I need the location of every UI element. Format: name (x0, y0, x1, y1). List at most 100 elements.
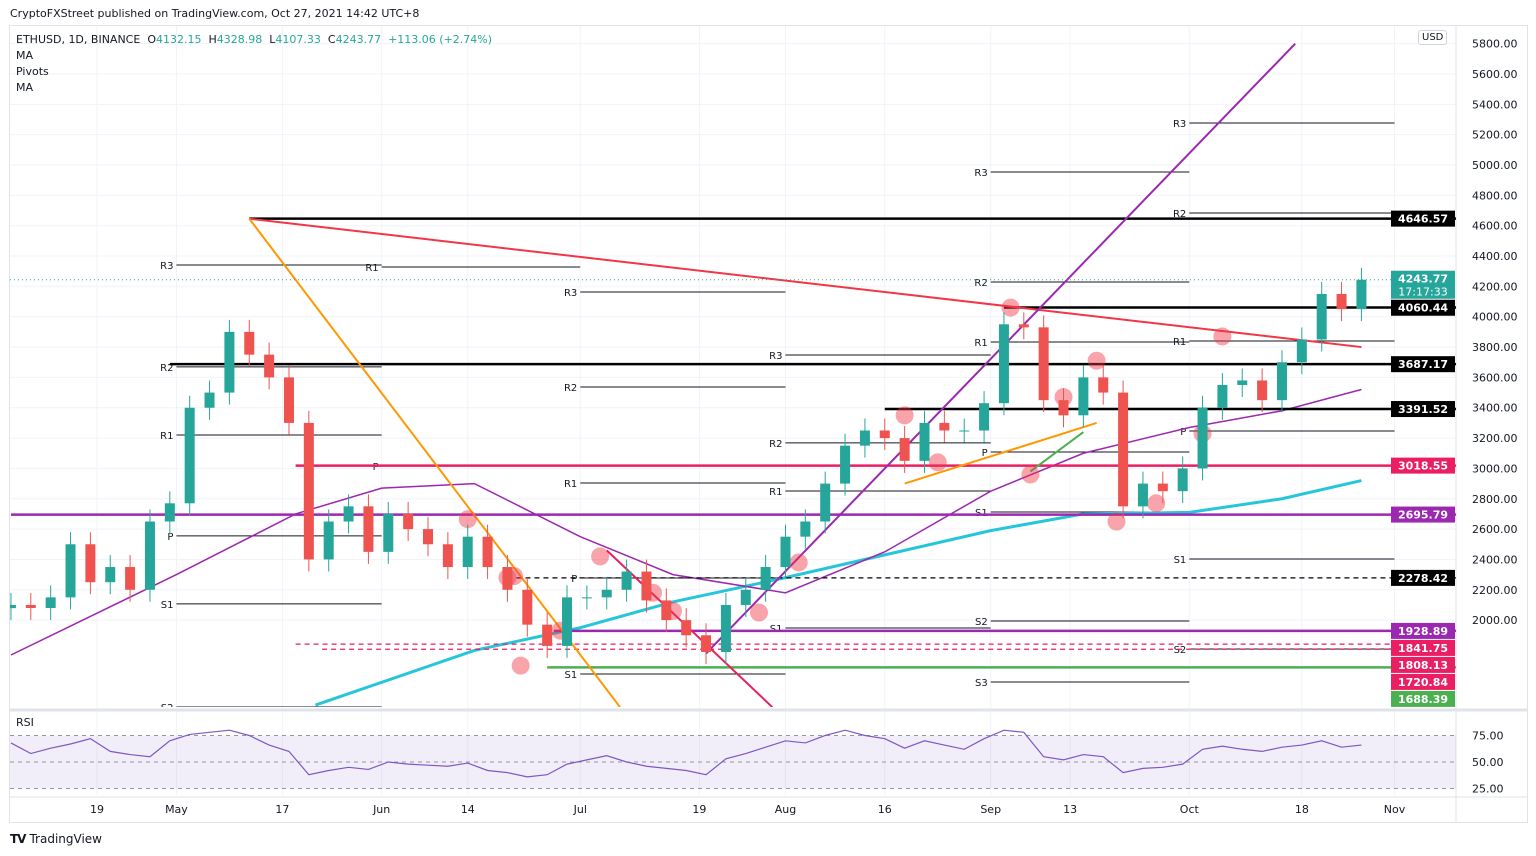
low-label: L (269, 33, 276, 46)
open-value: 4132.15 (155, 33, 202, 46)
pivot-label: P (571, 574, 577, 585)
level-price-label: 3018.55 (1398, 460, 1448, 473)
trend-line (1029, 431, 1084, 473)
level-price-label: 1808.13 (1398, 659, 1448, 672)
y-tick-label: 5600.00 (1472, 68, 1518, 81)
currency-button[interactable]: USD (1418, 30, 1448, 45)
candle (979, 403, 990, 431)
candle (641, 571, 652, 601)
candle (184, 407, 195, 504)
x-tick-label: Aug (775, 803, 796, 816)
pivot-label: R2 (974, 278, 987, 289)
candle (1276, 362, 1287, 401)
candle (1018, 324, 1029, 328)
highlight-marker (458, 510, 477, 529)
x-tick-label: Sep (980, 803, 1001, 816)
pivot-label: R1 (769, 487, 782, 498)
candle (919, 422, 930, 461)
candle (204, 392, 215, 408)
candle (740, 589, 751, 605)
bar-countdown-label: 17:17:33 (1398, 286, 1447, 299)
y-tick-label: 3800.00 (1472, 341, 1518, 354)
pivot-label: S1 (1174, 555, 1187, 566)
candle (1118, 392, 1129, 507)
open-label: O (147, 33, 156, 46)
candle (1038, 327, 1049, 401)
indicator-ma-2[interactable]: MA (16, 81, 34, 94)
candle (1137, 483, 1148, 507)
pivot-label: R2 (564, 383, 577, 394)
highlight-marker (1147, 494, 1166, 513)
symbol-ohlc-row: ETHUSD, 1D, BINANCE O4132.15 H4328.98 L4… (16, 32, 492, 48)
pivot-label: R1 (365, 263, 378, 274)
candle (264, 354, 275, 378)
chart-frame[interactable] (9, 25, 1528, 823)
rsi-tick-label: 75.00 (1472, 730, 1504, 743)
y-tick-label: 4800.00 (1472, 189, 1518, 202)
candle (423, 529, 433, 545)
highlight-marker (1107, 512, 1126, 531)
y-tick-label: 3200.00 (1472, 432, 1518, 445)
level-price-label: 1720.84 (1398, 676, 1448, 689)
indicator-pivots[interactable]: Pivots (16, 65, 49, 78)
candle (10, 604, 16, 609)
pivot-label: P (167, 532, 173, 543)
rsi-tick-label: 50.00 (1472, 756, 1504, 769)
y-tick-label: 5200.00 (1472, 129, 1518, 142)
pivot-label: P (982, 448, 988, 459)
y-tick-label: 3000.00 (1472, 462, 1518, 475)
last-price-label: 4243.77 (1398, 273, 1448, 286)
x-tick-label: Oct (1180, 803, 1200, 816)
candle (85, 544, 96, 583)
level-price-tag (1391, 457, 1455, 474)
tradingview-logo-icon: TV (10, 832, 27, 846)
candle (283, 377, 294, 423)
level-price-label: 4060.44 (1398, 302, 1448, 315)
candle (343, 506, 354, 522)
x-tick-label: 18 (1295, 803, 1309, 816)
low-value: 4107.33 (275, 33, 321, 46)
candle (1058, 400, 1069, 416)
candle (105, 567, 116, 583)
y-tick-label: 2000.00 (1472, 614, 1518, 627)
pivot-label: R2 (769, 439, 782, 450)
y-tick-label: 2600.00 (1472, 523, 1518, 536)
candle (720, 604, 731, 652)
candle (621, 571, 632, 590)
candle (482, 536, 493, 568)
candle (820, 483, 831, 522)
level-price-tag (1391, 210, 1455, 227)
y-tick-label: 2200.00 (1472, 584, 1518, 597)
candle (581, 597, 592, 599)
pivot-label: R3 (974, 168, 987, 179)
candle (800, 521, 811, 537)
candle (383, 513, 394, 552)
highlight-marker (511, 656, 530, 675)
high-value: 4328.98 (216, 33, 263, 46)
y-tick-label: 2800.00 (1472, 493, 1518, 506)
x-tick-label: 14 (461, 803, 475, 816)
trend-line (904, 421, 1097, 485)
x-tick-label: 13 (1063, 803, 1077, 816)
level-price-tag (1391, 690, 1455, 707)
symbol-label[interactable]: ETHUSD, 1D, BINANCE (16, 33, 141, 46)
candle (462, 536, 473, 568)
highlight-marker (789, 553, 808, 572)
pivot-label: S3 (975, 678, 988, 689)
candle (1296, 339, 1307, 363)
level-price-label: 2695.79 (1398, 509, 1448, 522)
pivot-label: S1 (565, 670, 578, 681)
level-price-tag (1391, 299, 1455, 316)
indicator-ma-1[interactable]: MA (16, 49, 34, 62)
published-caption: CryptoFXStreet published on TradingView.… (10, 7, 420, 20)
tradingview-logo[interactable]: TV TradingView (10, 832, 102, 846)
trend-line (248, 218, 621, 707)
highlight-marker (750, 603, 768, 622)
candle (1356, 279, 1367, 310)
candle (45, 597, 56, 608)
pivot-label: R1 (564, 479, 577, 490)
highlight-marker (1001, 298, 1020, 317)
candle (244, 331, 255, 355)
candle (363, 506, 374, 552)
